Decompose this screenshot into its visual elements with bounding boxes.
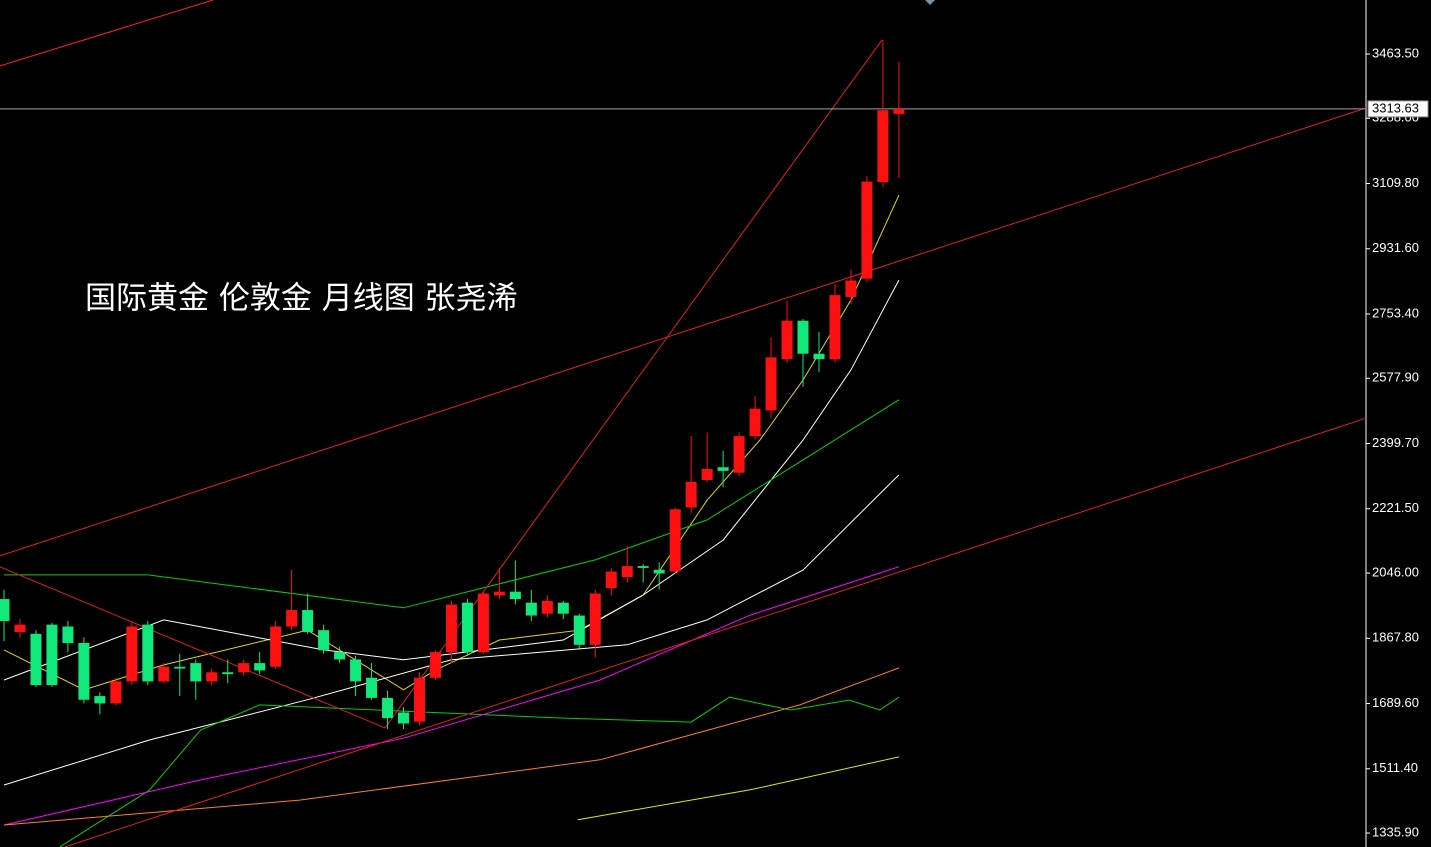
- y-tick-label: 1689.60: [1372, 695, 1419, 710]
- candle-body: [302, 610, 314, 632]
- candle-body: [605, 571, 617, 589]
- overlay-line: [64, 417, 1367, 847]
- marker-icon: [925, 0, 935, 5]
- candle-body: [701, 469, 713, 481]
- y-tick-label: 1867.80: [1372, 630, 1419, 645]
- candle-body: [110, 681, 122, 704]
- candle-body: [94, 696, 106, 704]
- candle-body: [893, 108, 905, 114]
- candle-body: [877, 110, 889, 182]
- y-tick-label: 3463.50: [1372, 45, 1419, 60]
- candle-body: [525, 602, 537, 616]
- y-tick-label: 3109.80: [1372, 175, 1419, 190]
- overlay-line: [3, 667, 900, 826]
- candle-body: [813, 353, 825, 360]
- candle-body: [398, 712, 410, 724]
- candle-body: [382, 697, 394, 719]
- candle-body: [270, 626, 282, 667]
- candle-body: [861, 181, 873, 279]
- candle-body: [493, 591, 505, 596]
- candle-body: [413, 677, 425, 722]
- candle-body: [797, 320, 809, 354]
- candle-body: [829, 295, 841, 360]
- candle-body: [621, 566, 633, 578]
- candle-body: [0, 599, 10, 622]
- y-tick-label: 2221.50: [1372, 500, 1419, 515]
- candle-body: [477, 593, 489, 653]
- candle-body: [445, 604, 457, 653]
- candle-body: [350, 659, 362, 682]
- candle-body: [190, 663, 202, 682]
- plot-area: [0, 0, 1367, 847]
- candle-body: [685, 481, 697, 508]
- candle-body: [509, 591, 521, 600]
- candle-body: [126, 626, 138, 682]
- candle-body: [254, 663, 266, 671]
- candle-body: [238, 663, 250, 673]
- y-tick-label: 1511.40: [1372, 760, 1418, 775]
- last-price-box: [1367, 100, 1429, 118]
- overlay-line: [59, 696, 900, 847]
- candle-body: [765, 357, 777, 411]
- overlay-line: [3, 194, 900, 691]
- candle-body: [589, 593, 601, 645]
- overlay-line: [3, 474, 900, 786]
- chart-title: 国际黄金 伦敦金 月线图 张尧浠: [85, 281, 518, 317]
- candle-body: [429, 652, 441, 678]
- candle-body: [749, 408, 761, 437]
- candle-body: [653, 569, 665, 574]
- candle-body: [334, 652, 346, 660]
- candle-body: [733, 436, 745, 473]
- y-tick-label: 2577.90: [1372, 370, 1419, 385]
- candle-body: [62, 626, 74, 643]
- candle-body: [142, 624, 154, 682]
- y-tick-label: 2399.70: [1372, 435, 1419, 450]
- overlay-line: [3, 279, 900, 681]
- candle-body: [845, 280, 857, 297]
- candle-body: [30, 633, 42, 686]
- y-tick-label: 2046.00: [1372, 564, 1419, 579]
- overlay-line: [0, 0, 214, 67]
- candle-body: [286, 610, 298, 627]
- candle-body: [174, 666, 186, 669]
- candle-body: [557, 602, 569, 614]
- candle-body: [158, 666, 170, 682]
- y-tick-label: 2753.40: [1372, 305, 1419, 320]
- last-price-label: 3313.63: [1372, 100, 1419, 115]
- candle-body: [717, 467, 729, 471]
- overlay-line: [577, 756, 900, 821]
- candle-body: [366, 677, 378, 698]
- y-tick-label: 1335.90: [1372, 824, 1419, 839]
- candle-body: [78, 642, 90, 700]
- candle-body: [206, 672, 218, 682]
- candle-body: [222, 672, 234, 675]
- candle-body: [318, 630, 330, 651]
- candle-body: [461, 602, 473, 653]
- candle-body: [541, 600, 553, 614]
- candle-body: [637, 566, 649, 568]
- candle-body: [46, 624, 58, 686]
- overlay-line: [3, 566, 900, 826]
- candle-body: [669, 509, 681, 572]
- overlay-line: [0, 107, 1367, 557]
- candle-body: [781, 320, 793, 360]
- y-tick-label: 2931.60: [1372, 240, 1419, 255]
- overlay-line: [0, 566, 386, 729]
- candle-body: [573, 615, 585, 645]
- overlay-line: [4, 399, 900, 609]
- candle-body: [14, 624, 26, 632]
